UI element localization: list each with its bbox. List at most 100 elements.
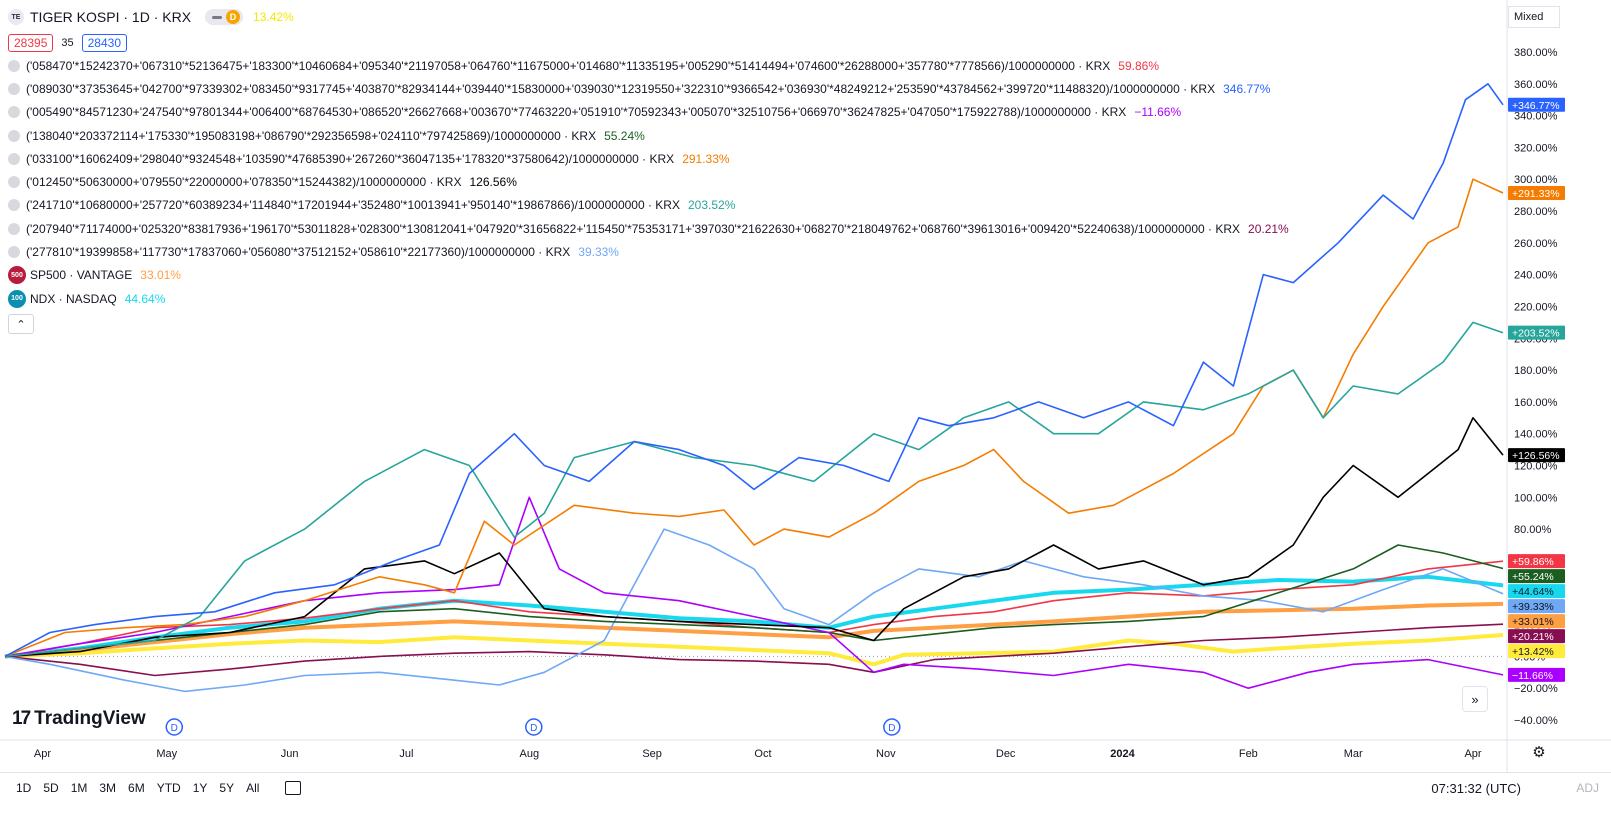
range-button[interactable]: YTD: [156, 781, 181, 795]
legend-label: ('241710'*10680000+'257720'*60389234+'11…: [26, 198, 680, 213]
range-button[interactable]: All: [246, 781, 260, 795]
legend-change: 39.33%: [578, 245, 619, 260]
x-tick-label: Mar: [1344, 748, 1363, 760]
range-buttons: 1D 5D 1M 3M 6M YTD 1Y 5Y All: [0, 781, 265, 795]
series-end-label: +59.86%: [1512, 556, 1554, 568]
x-tick-label: Nov: [876, 748, 896, 760]
eye-icon[interactable]: [8, 199, 20, 212]
y-tick-label: 100.00%: [1514, 492, 1558, 504]
y-tick-label: 380.00%: [1514, 47, 1558, 59]
bottom-toolbar: 1D 5D 1M 3M 6M YTD 1Y 5Y All 07:31:32 (UTC) ADJ: [0, 772, 1611, 803]
y-tick-label: 260.00%: [1514, 238, 1558, 250]
adj-toggle[interactable]: ADJ: [1576, 781, 1599, 795]
series-end-badge: [1508, 569, 1565, 584]
series-line: [4, 623, 1504, 677]
legend-change: 291.33%: [682, 151, 730, 166]
legend-change: 346.77%: [1223, 81, 1271, 96]
calendar-icon[interactable]: [285, 781, 302, 795]
series-end-label: +126.56%: [1512, 450, 1560, 462]
series-end-badge: [1508, 325, 1565, 340]
range-button[interactable]: 5D: [43, 781, 59, 795]
range-button[interactable]: 5Y: [219, 781, 235, 795]
legend-row[interactable]: ('089030'*37353645+'042700'*97339302+'08…: [8, 77, 1289, 100]
legend-row[interactable]: ('207940'*71174000+'025320'*83817936+'19…: [8, 217, 1289, 240]
legend-change: 55.24%: [604, 128, 645, 143]
x-tick-label: Aug: [520, 748, 540, 760]
dividend-marker-label: D: [171, 723, 178, 734]
series-end-label: +20.21%: [1512, 631, 1554, 643]
x-axis: Apr May Jun Jul Aug Sep Oct Nov Dec 2024 Feb Mar Apr: [34, 748, 1482, 760]
clock[interactable]: 07:31:32 (UTC): [1431, 780, 1521, 796]
chart[interactable]: 380.00% 360.00% 340.00% 320.00% 300.00% 280.0…: [0, 0, 1611, 772]
range-button[interactable]: 1D: [16, 781, 32, 795]
buy-price-button[interactable]: 28430: [81, 34, 127, 52]
spread-value: 35: [61, 37, 74, 49]
series-line: [4, 417, 1504, 658]
series-end-badge: [1508, 185, 1565, 200]
series-end-label: +346.77%: [1512, 100, 1560, 112]
chevron-up-icon: ⌃: [16, 318, 26, 331]
x-tick-label: Apr: [1464, 748, 1481, 760]
eye-icon[interactable]: [8, 176, 20, 189]
x-tick-label: Jun: [281, 748, 299, 760]
series-end-badge: [1508, 629, 1565, 644]
legend-row[interactable]: 100 NDX · NASDAQ 44.64%: [8, 287, 1289, 310]
legend-label: ('207940'*71174000+'025320'*83817936+'19…: [26, 221, 1241, 236]
settings-gear-icon[interactable]: ⚙: [1532, 744, 1546, 761]
x-tick-label: Feb: [1239, 748, 1258, 760]
x-tick-label: Apr: [34, 748, 51, 760]
dividend-marker-label: D: [888, 723, 895, 734]
legend-row[interactable]: ('277810'*19399858+'117730'*17837060+'05…: [8, 240, 1289, 263]
y-tick-label: 280.00%: [1514, 206, 1558, 218]
eye-icon[interactable]: [8, 106, 20, 119]
legend-change: 44.64%: [124, 291, 166, 306]
series-end-label: +291.33%: [1512, 188, 1560, 200]
eye-icon[interactable]: [8, 82, 20, 95]
x-tick-label: Dec: [996, 748, 1016, 760]
symbol-badge: 500: [8, 266, 26, 285]
series-line: [4, 633, 1504, 667]
series-line: [4, 321, 1504, 658]
x-tick-label: 2024: [1110, 748, 1135, 760]
legend-row[interactable]: ('241710'*10680000+'257720'*60389234+'11…: [8, 194, 1289, 217]
series-end-badge: [1508, 614, 1565, 629]
symbol-change: 13.42%: [253, 10, 294, 24]
legend-row[interactable]: ('138040'*203372114+'175330'*195083198+'…: [8, 124, 1289, 147]
symbol-title[interactable]: TIGER KOSPI · 1D · KRX: [30, 9, 192, 25]
range-button[interactable]: 3M: [99, 781, 117, 795]
y-tick-label: 120.00%: [1514, 461, 1558, 473]
series-end-label: +39.33%: [1512, 601, 1554, 613]
legend-row[interactable]: 500 SP500 · VANTAGE 33.01%: [8, 264, 1289, 287]
legend-label: NDX · NASDAQ: [30, 291, 117, 306]
series-layer: [4, 83, 1504, 693]
range-button[interactable]: 1Y: [192, 781, 208, 795]
tradingview-logo: 17 TradingView: [12, 708, 146, 730]
range-button[interactable]: 6M: [128, 781, 145, 795]
dividend-marker: [525, 718, 543, 736]
range-button[interactable]: 1M: [70, 781, 88, 795]
series-line: [4, 528, 1504, 693]
symbol-logo-icon: TE: [8, 9, 24, 25]
series-end-label: +55.24%: [1512, 571, 1554, 583]
collapse-legend-button[interactable]: ⌃: [8, 314, 34, 335]
eye-icon[interactable]: [8, 59, 20, 72]
dividend-marker-label: D: [530, 723, 537, 734]
legend-row[interactable]: ('058470'*15242370+'067310'*52136475+'18…: [8, 54, 1289, 77]
symbol-badge: 100: [8, 289, 26, 308]
eye-icon[interactable]: [8, 246, 20, 259]
series-end-label: +33.01%: [1512, 616, 1554, 628]
sell-price-button[interactable]: 28395: [8, 34, 54, 52]
dividend-toggle[interactable]: D: [205, 9, 244, 25]
legend-change: 203.52%: [687, 198, 736, 213]
scroll-to-realtime-button[interactable]: »: [1462, 686, 1488, 712]
legend-row[interactable]: ('012450'*50630000+'079550'*22000000+'07…: [8, 170, 1289, 193]
eye-icon[interactable]: [8, 152, 20, 165]
eye-icon[interactable]: [8, 222, 20, 235]
scale-mode-button[interactable]: Mixed: [1508, 6, 1560, 28]
y-tick-label: 240.00%: [1514, 270, 1558, 282]
y-tick-label: 80.00%: [1514, 524, 1552, 536]
legend-row[interactable]: ('033100'*16062409+'298040'*9324548+'103…: [8, 147, 1289, 170]
eye-icon[interactable]: [8, 129, 20, 142]
legend-row[interactable]: ('005490'*84571230+'247540'*97801344+'00…: [8, 101, 1289, 124]
grid: [0, 0, 1611, 772]
